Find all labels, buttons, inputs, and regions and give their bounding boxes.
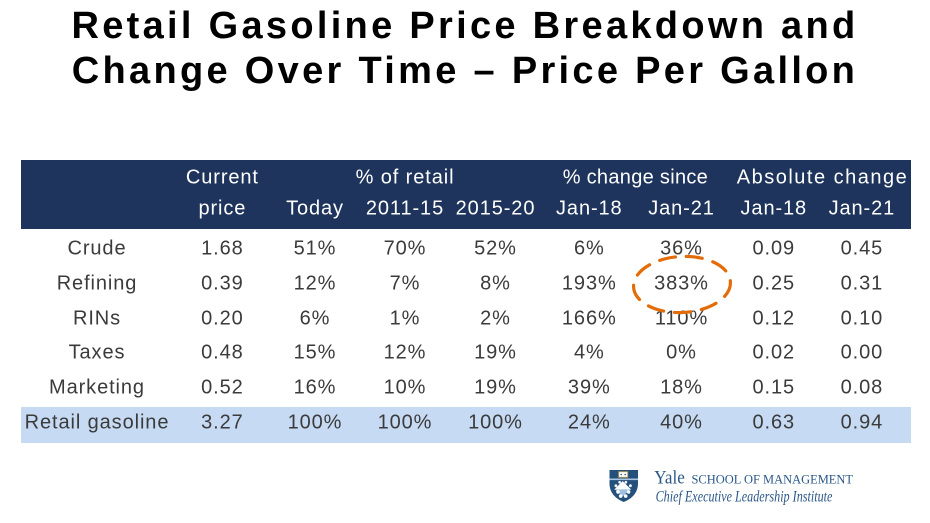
svg-text:SCHOOL OF MANAGEMENT: SCHOOL OF MANAGEMENT xyxy=(692,473,854,487)
svg-text:Yale: Yale xyxy=(654,468,685,489)
svg-text:Chief Executive Leadership Ins: Chief Executive Leadership Institute xyxy=(656,489,833,506)
